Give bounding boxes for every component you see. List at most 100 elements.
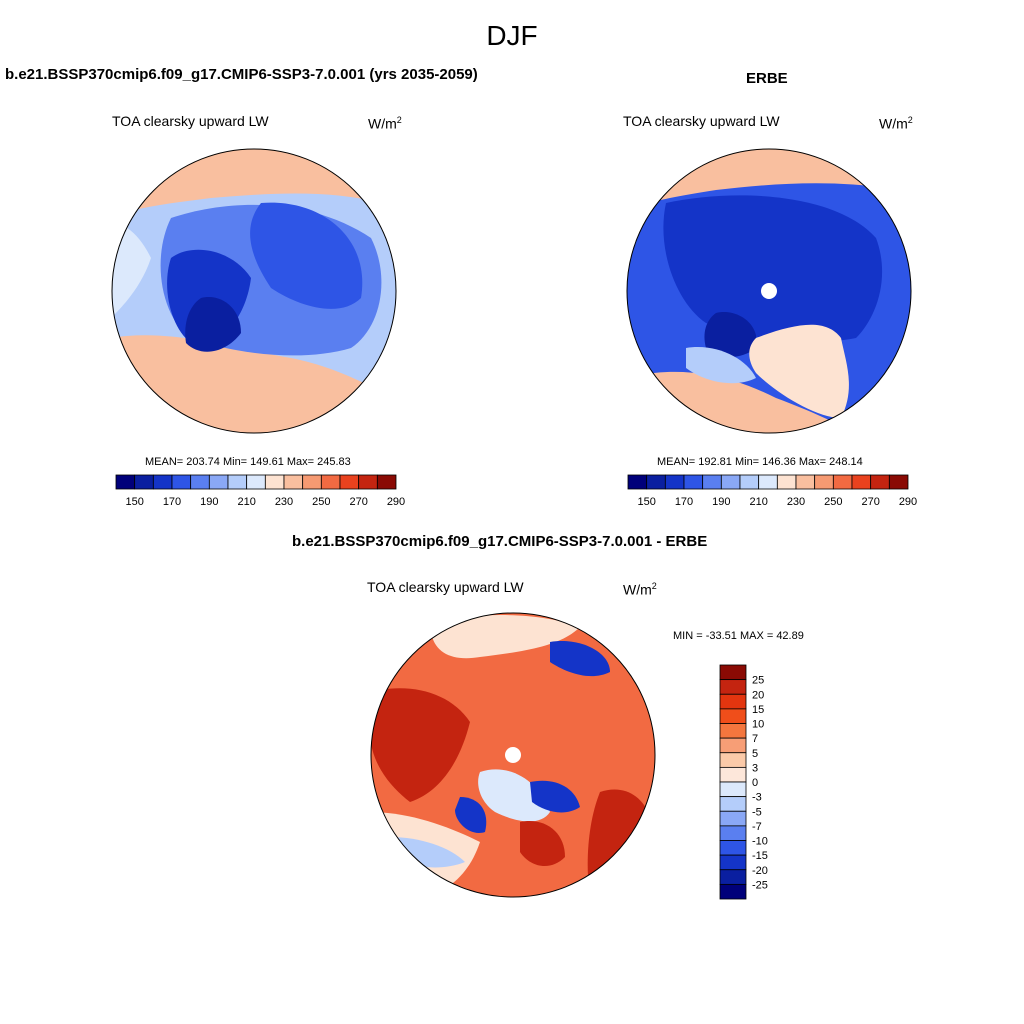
diff-panel-title: b.e21.BSSP370cmip6.f09_g17.CMIP6-SSP3-7.… xyxy=(292,533,708,550)
model-colorbar-tick-label: 230 xyxy=(275,496,293,508)
model-colorbar-tick-label: 210 xyxy=(237,496,255,508)
obs-colorbar-tick-label: 270 xyxy=(861,496,879,508)
model-colorbar-tick-label: 290 xyxy=(387,496,405,508)
diff-colorbar-box xyxy=(719,810,747,827)
diff-colorbar-tick-label: -5 xyxy=(752,806,762,818)
obs-colorbar-box xyxy=(702,474,722,490)
model-units-label: W/m2 xyxy=(368,115,402,132)
diff-colorbar-tick-label: 5 xyxy=(752,748,758,760)
obs-polar-map xyxy=(626,148,912,434)
obs-variable-label: TOA clearsky upward LW xyxy=(623,113,780,129)
obs-colorbar-tick-label: 210 xyxy=(749,496,767,508)
model-colorbar: 150 170 190 210 230 250 270 290 xyxy=(115,474,405,508)
diff-colorbar-box xyxy=(719,854,747,871)
model-colorbar-box xyxy=(264,474,285,490)
model-colorbar-box xyxy=(339,474,360,490)
model-colorbar-tick-label: 250 xyxy=(312,496,330,508)
obs-stats: MEAN= 192.81 Min= 146.36 Max= 248.14 xyxy=(657,456,863,468)
obs-colorbar-box xyxy=(814,474,834,490)
model-colorbar-box xyxy=(190,474,210,490)
model-colorbar-box xyxy=(358,474,378,490)
model-colorbar-box xyxy=(227,474,248,490)
model-variable-label: TOA clearsky upward LW xyxy=(112,113,269,129)
obs-colorbar-box xyxy=(888,474,909,490)
obs-colorbar-tick-label: 290 xyxy=(899,496,917,508)
diff-colorbar-box xyxy=(719,781,747,798)
diff-map-boundary xyxy=(370,612,656,898)
obs-colorbar-box xyxy=(851,474,872,490)
diff-colorbar-tick-label: 7 xyxy=(752,733,758,745)
diff-colorbar-box xyxy=(719,752,747,768)
model-colorbar-box xyxy=(152,474,173,490)
obs-colorbar-box xyxy=(758,474,778,490)
diff-colorbar-tick-label: 10 xyxy=(752,719,764,731)
model-colorbar-tick-label: 150 xyxy=(125,496,143,508)
model-colorbar-box xyxy=(134,474,154,490)
model-stats: MEAN= 203.74 Min= 149.61 Max= 245.83 xyxy=(145,456,351,468)
model-colorbar-box xyxy=(283,474,304,490)
obs-colorbar-tick-label: 170 xyxy=(675,496,693,508)
model-colorbar-box xyxy=(376,474,397,490)
obs-colorbar-box xyxy=(795,474,816,490)
obs-colorbar-box xyxy=(646,474,666,490)
diff-colorbar-tick-label: -7 xyxy=(752,821,762,833)
diff-colorbar-box xyxy=(719,737,747,754)
model-polar-map xyxy=(111,148,397,434)
obs-colorbar: 150 170 190 210 230 250 270 290 xyxy=(627,474,917,508)
diff-variable-label: TOA clearsky upward LW xyxy=(367,579,524,595)
model-panel-title: b.e21.BSSP370cmip6.f09_g17.CMIP6-SSP3-7.… xyxy=(5,66,478,83)
diff-colorbar-tick-label: 0 xyxy=(752,777,758,789)
diff-units-label: W/m2 xyxy=(623,581,657,598)
obs-colorbar-box xyxy=(627,474,648,490)
obs-colorbar-tick-label: 230 xyxy=(787,496,805,508)
diff-colorbar-box xyxy=(719,840,747,856)
diff-colorbar-tick-label: -3 xyxy=(752,792,762,804)
diff-colorbar-box xyxy=(719,679,747,695)
model-colorbar-box xyxy=(302,474,322,490)
model-colorbar-box xyxy=(115,474,136,490)
diff-colorbar-tick-label: -25 xyxy=(752,879,768,891)
obs-colorbar-tick-label: 150 xyxy=(637,496,655,508)
diff-colorbar-box xyxy=(719,796,747,812)
diff-colorbar: 25 20 15 10 7 5 3 0 -3 -5 -7 -10 -15 -20 -25 xyxy=(719,664,768,900)
model-colorbar-box xyxy=(208,474,229,490)
diff-colorbar-box xyxy=(719,693,747,710)
model-colorbar-tick-label: 190 xyxy=(200,496,218,508)
diff-colorbar-box xyxy=(719,766,747,783)
diff-stats: MIN = -33.51 MAX = 42.89 xyxy=(673,630,804,642)
obs-units-label: W/m2 xyxy=(879,115,913,132)
diff-colorbar-box xyxy=(719,708,747,724)
diff-colorbar-box xyxy=(719,825,747,841)
pole-hole xyxy=(761,283,777,299)
diff-colorbar-tick-label: -15 xyxy=(752,850,768,862)
obs-colorbar-box xyxy=(832,474,853,490)
obs-panel-title: ERBE xyxy=(746,70,788,87)
diff-colorbar-tick-label: 25 xyxy=(752,675,764,687)
diff-colorbar-box xyxy=(719,869,747,885)
diff-colorbar-tick-label: -20 xyxy=(752,865,768,877)
diff-colorbar-tick-label: -10 xyxy=(752,836,768,848)
pole-hole xyxy=(505,747,521,763)
diff-colorbar-tick-label: 15 xyxy=(752,704,764,716)
obs-map-boundary xyxy=(626,148,912,434)
diff-polar-map xyxy=(370,612,656,898)
obs-colorbar-box xyxy=(776,474,797,490)
model-colorbar-box xyxy=(246,474,266,490)
diff-colorbar-tick-label: 20 xyxy=(752,689,764,701)
obs-colorbar-tick-label: 190 xyxy=(712,496,730,508)
diff-colorbar-tick-label: 3 xyxy=(752,762,758,774)
model-colorbar-tick-label: 270 xyxy=(349,496,367,508)
diff-colorbar-box xyxy=(719,883,747,900)
model-colorbar-box xyxy=(171,474,192,490)
model-colorbar-box xyxy=(320,474,341,490)
obs-colorbar-box xyxy=(720,474,741,490)
model-map-boundary xyxy=(111,148,397,434)
diff-colorbar-box xyxy=(719,664,747,681)
obs-colorbar-tick-label: 250 xyxy=(824,496,842,508)
model-colorbar-tick-label: 170 xyxy=(163,496,181,508)
obs-colorbar-box xyxy=(683,474,704,490)
season-title: DJF xyxy=(486,20,538,51)
obs-colorbar-box xyxy=(870,474,890,490)
diff-colorbar-box xyxy=(719,723,747,739)
obs-colorbar-box xyxy=(739,474,760,490)
